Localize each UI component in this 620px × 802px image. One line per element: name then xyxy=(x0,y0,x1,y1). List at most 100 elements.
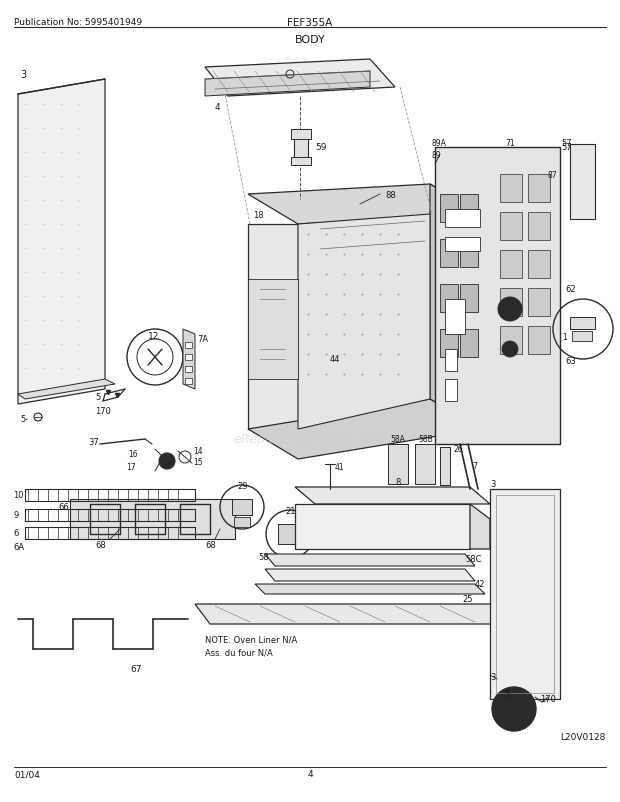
Bar xyxy=(440,195,458,223)
Text: 5: 5 xyxy=(95,393,100,402)
Polygon shape xyxy=(205,60,395,97)
Bar xyxy=(460,195,478,223)
Text: 58: 58 xyxy=(258,553,268,561)
Text: 89: 89 xyxy=(432,150,441,160)
Polygon shape xyxy=(248,399,480,460)
Bar xyxy=(440,285,458,313)
Text: 8: 8 xyxy=(395,478,401,487)
Bar xyxy=(185,342,192,349)
Polygon shape xyxy=(255,585,485,594)
Text: 5: 5 xyxy=(504,690,509,699)
Text: L20V0128: L20V0128 xyxy=(560,732,605,742)
Text: 58B: 58B xyxy=(418,435,433,444)
Text: 4: 4 xyxy=(307,770,313,779)
Bar xyxy=(528,289,550,317)
Polygon shape xyxy=(183,330,195,390)
Text: 9: 9 xyxy=(13,511,18,520)
Text: 4: 4 xyxy=(215,103,221,111)
Text: 68: 68 xyxy=(95,540,106,549)
Bar xyxy=(528,326,550,354)
Circle shape xyxy=(498,298,522,322)
Text: 42: 42 xyxy=(475,580,485,589)
Bar xyxy=(460,285,478,313)
Text: 37: 37 xyxy=(88,438,99,447)
Text: 57: 57 xyxy=(561,138,572,148)
Polygon shape xyxy=(248,280,298,379)
Polygon shape xyxy=(205,72,370,97)
Polygon shape xyxy=(18,80,105,404)
Bar xyxy=(294,138,308,160)
Bar xyxy=(460,330,478,358)
Bar xyxy=(528,251,550,278)
Text: 26: 26 xyxy=(453,445,463,454)
Text: 7: 7 xyxy=(472,462,477,471)
Bar xyxy=(185,367,192,373)
Text: 62: 62 xyxy=(565,286,575,294)
Circle shape xyxy=(492,687,536,731)
Text: 17: 17 xyxy=(126,463,136,472)
Text: 25: 25 xyxy=(462,595,472,604)
Text: 59: 59 xyxy=(315,144,327,152)
Text: 3: 3 xyxy=(490,480,495,489)
Bar xyxy=(500,289,522,317)
Bar xyxy=(232,500,252,516)
Polygon shape xyxy=(18,379,115,399)
Polygon shape xyxy=(248,184,480,225)
Bar xyxy=(440,240,458,268)
Bar xyxy=(291,158,311,166)
Text: 18: 18 xyxy=(253,210,264,219)
Text: FEF355A: FEF355A xyxy=(288,18,332,28)
Polygon shape xyxy=(295,504,470,549)
Text: NOTE: Oven Liner N/A: NOTE: Oven Liner N/A xyxy=(205,634,297,644)
Text: 66: 66 xyxy=(58,503,69,512)
Text: BODY: BODY xyxy=(294,35,326,45)
Bar xyxy=(500,326,522,354)
Text: 6: 6 xyxy=(13,529,19,538)
Polygon shape xyxy=(265,554,475,566)
Polygon shape xyxy=(570,145,595,220)
Text: 87: 87 xyxy=(548,170,557,180)
Bar xyxy=(570,318,595,330)
Bar xyxy=(185,354,192,361)
Bar xyxy=(445,350,457,371)
Text: 14: 14 xyxy=(193,447,203,456)
Text: Ass. du four N/A: Ass. du four N/A xyxy=(205,648,273,657)
Bar xyxy=(500,175,522,203)
Polygon shape xyxy=(490,489,560,699)
Polygon shape xyxy=(70,500,235,539)
Bar xyxy=(445,300,465,334)
Text: 170: 170 xyxy=(95,407,111,416)
Circle shape xyxy=(159,453,175,469)
Text: 5-: 5- xyxy=(20,415,29,424)
Bar xyxy=(445,237,480,252)
Polygon shape xyxy=(470,504,490,549)
Text: 89A: 89A xyxy=(432,138,447,148)
Bar xyxy=(460,240,478,268)
Polygon shape xyxy=(430,184,480,429)
Text: 29: 29 xyxy=(237,482,247,491)
Bar xyxy=(185,379,192,384)
Circle shape xyxy=(502,342,518,358)
Text: eReplacementParts.com: eReplacementParts.com xyxy=(234,433,386,446)
Text: 71: 71 xyxy=(505,138,515,148)
Bar xyxy=(500,213,522,241)
Bar xyxy=(572,331,592,342)
Bar xyxy=(440,448,450,485)
Text: 21: 21 xyxy=(285,507,296,516)
Text: 3: 3 xyxy=(20,70,26,80)
Text: 170: 170 xyxy=(540,695,556,703)
Text: 01/04: 01/04 xyxy=(14,770,40,779)
Text: 58A: 58A xyxy=(390,435,405,444)
Bar xyxy=(528,175,550,203)
Polygon shape xyxy=(298,215,430,429)
Bar xyxy=(500,251,522,278)
Bar xyxy=(528,213,550,241)
Text: 3: 3 xyxy=(490,673,495,682)
Text: 10: 10 xyxy=(13,491,24,500)
Bar xyxy=(278,525,302,545)
Polygon shape xyxy=(435,148,560,444)
Text: 67: 67 xyxy=(130,665,141,674)
Text: 7A: 7A xyxy=(197,335,208,344)
Bar xyxy=(234,517,250,528)
Bar xyxy=(445,210,480,228)
